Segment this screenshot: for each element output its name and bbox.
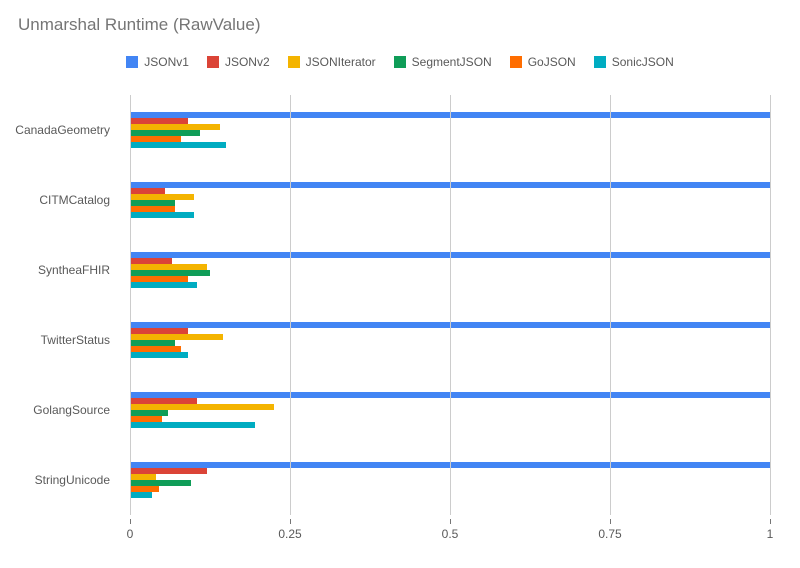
gridline xyxy=(290,95,291,515)
legend-label: JSONIterator xyxy=(306,55,376,69)
y-tick-label: StringUnicode xyxy=(0,473,110,487)
legend-item: SegmentJSON xyxy=(394,55,492,69)
x-tick-label: 0.75 xyxy=(598,527,621,541)
legend-label: JSONv2 xyxy=(225,55,270,69)
legend-item: JSONv2 xyxy=(207,55,270,69)
bar xyxy=(130,282,197,288)
x-tick-label: 0.5 xyxy=(442,527,459,541)
bar xyxy=(130,422,255,428)
y-tick-label: SyntheaFHIR xyxy=(0,263,110,277)
x-axis: 00.250.50.751 xyxy=(130,515,770,535)
gridline xyxy=(770,95,771,515)
legend-label: JSONv1 xyxy=(144,55,189,69)
gridline xyxy=(450,95,451,515)
y-tick-label: CanadaGeometry xyxy=(0,123,110,137)
x-tickmark xyxy=(450,519,451,524)
chart-container: Unmarshal Runtime (RawValue) JSONv1JSONv… xyxy=(0,0,800,568)
bar xyxy=(130,352,188,358)
chart-title: Unmarshal Runtime (RawValue) xyxy=(18,15,261,35)
legend-swatch xyxy=(394,56,406,68)
bar xyxy=(130,142,226,148)
y-tick-label: TwitterStatus xyxy=(0,333,110,347)
x-tick-label: 1 xyxy=(767,527,774,541)
bar xyxy=(130,212,194,218)
legend: JSONv1 JSONv2 JSONIterator SegmentJSON GoJSO… xyxy=(0,55,800,69)
bar xyxy=(130,492,152,498)
legend-swatch xyxy=(594,56,606,68)
x-tickmark xyxy=(610,519,611,524)
gridline xyxy=(610,95,611,515)
legend-label: SegmentJSON xyxy=(412,55,492,69)
legend-item: GoJSON xyxy=(510,55,576,69)
legend-swatch xyxy=(510,56,522,68)
legend-label: SonicJSON xyxy=(612,55,674,69)
x-tickmark xyxy=(770,519,771,524)
x-tick-label: 0 xyxy=(127,527,134,541)
legend-swatch xyxy=(288,56,300,68)
y-tick-label: CITMCatalog xyxy=(0,193,110,207)
gridline xyxy=(130,95,131,515)
legend-swatch xyxy=(207,56,219,68)
x-tickmark xyxy=(290,519,291,524)
legend-item: SonicJSON xyxy=(594,55,674,69)
plot-area xyxy=(130,95,770,515)
x-tick-label: 0.25 xyxy=(278,527,301,541)
legend-item: JSONIterator xyxy=(288,55,376,69)
y-tick-label: GolangSource xyxy=(0,403,110,417)
legend-item: JSONv1 xyxy=(126,55,189,69)
x-tickmark xyxy=(130,519,131,524)
legend-label: GoJSON xyxy=(528,55,576,69)
legend-swatch xyxy=(126,56,138,68)
